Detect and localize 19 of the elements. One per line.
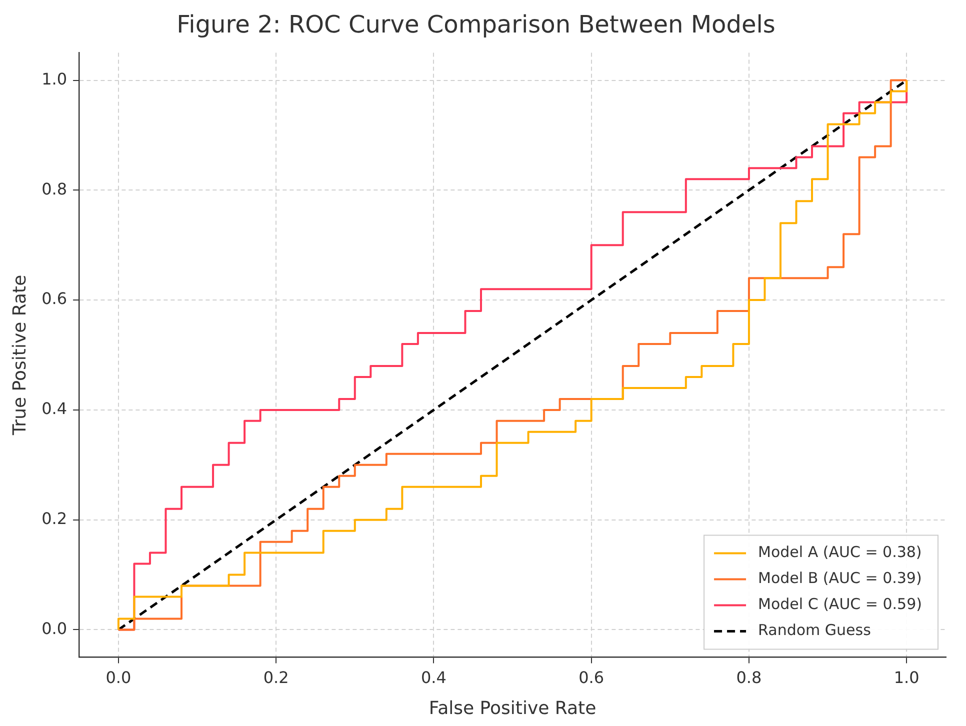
y-tick-label: 0.4 <box>42 399 68 418</box>
x-tick-label: 0.6 <box>578 668 604 687</box>
y-tick-label: 0.0 <box>42 618 68 638</box>
legend-label: Model B (AUC = 0.39) <box>758 569 922 588</box>
x-tick-label: 0.8 <box>736 668 762 687</box>
y-axis-title: True Positive Rate <box>9 274 30 436</box>
x-tick-label: 0.0 <box>106 668 132 687</box>
y-tick-label: 0.2 <box>42 508 68 528</box>
x-axis-title: False Positive Rate <box>428 698 596 719</box>
y-tick-label: 0.6 <box>42 289 68 308</box>
legend-label: Model A (AUC = 0.38) <box>758 543 922 562</box>
y-tick-label: 0.8 <box>42 179 68 198</box>
chart-title: Figure 2: ROC Curve Comparison Between Models <box>176 10 776 39</box>
x-tick-label: 1.0 <box>894 668 920 687</box>
x-tick-label: 0.2 <box>263 668 289 687</box>
legend-label: Model C (AUC = 0.59) <box>758 595 922 614</box>
x-tick-label: 0.4 <box>420 668 446 687</box>
legend-label: Random Guess <box>758 621 872 640</box>
y-tick-label: 1.0 <box>42 69 68 88</box>
